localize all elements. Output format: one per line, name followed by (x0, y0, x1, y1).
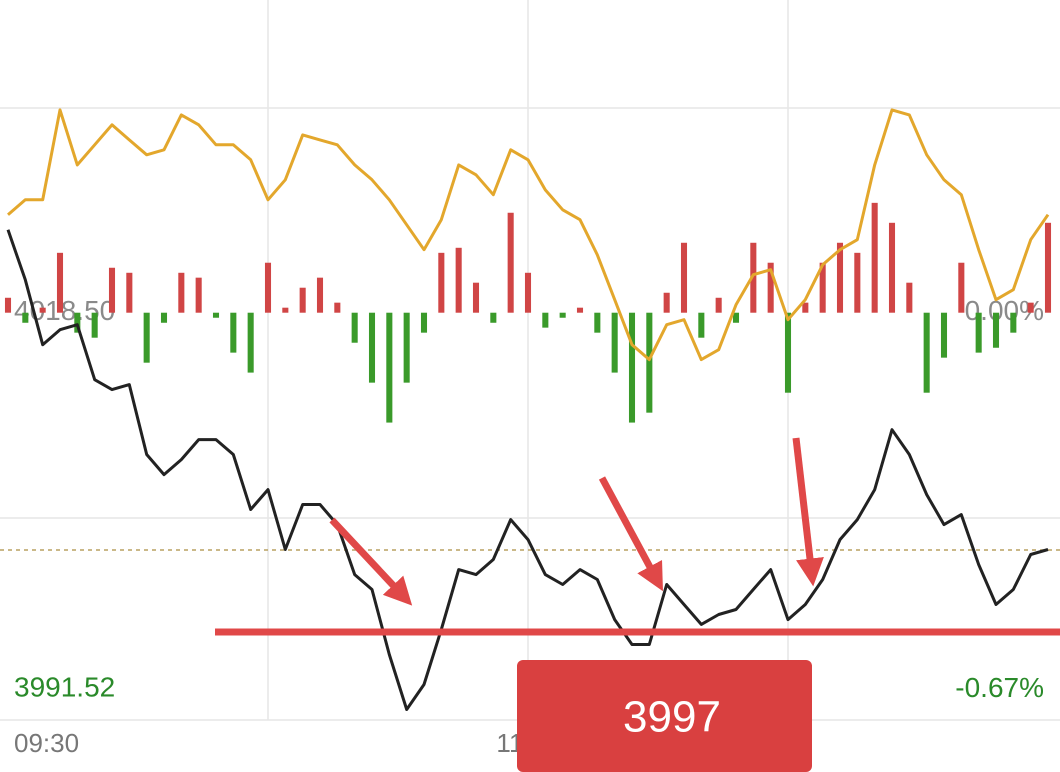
arrow (329, 517, 413, 606)
x-tick-label: 09:30 (14, 728, 79, 758)
bar (386, 312, 393, 423)
bar (160, 312, 168, 323)
bar (750, 242, 757, 313)
bar (316, 277, 324, 313)
bar (975, 312, 982, 353)
bar (74, 312, 81, 333)
bar (646, 312, 653, 413)
bar (91, 312, 98, 338)
y-tick-label: 3991.52 (14, 672, 115, 703)
bar (958, 262, 965, 313)
bar (559, 312, 566, 318)
bar (854, 252, 861, 313)
bar (143, 312, 150, 363)
price-line (6, 229, 1049, 711)
price-line (7, 108, 1050, 362)
bar (230, 312, 237, 353)
bar (334, 302, 341, 313)
bar (420, 312, 428, 333)
bar (247, 312, 254, 373)
bar (1044, 222, 1052, 313)
bar (576, 307, 584, 313)
bar (1027, 302, 1034, 313)
bar (490, 312, 497, 323)
bar (680, 242, 688, 313)
bar (663, 292, 670, 313)
bar (282, 307, 289, 313)
bar (542, 312, 549, 328)
bar (264, 262, 272, 313)
bar (455, 247, 462, 313)
bar (1010, 312, 1017, 333)
bar (108, 267, 116, 313)
bar (507, 212, 514, 313)
bar (628, 312, 636, 423)
bar (212, 312, 220, 318)
bar (802, 302, 809, 313)
y2-tick-label: -0.67% (955, 672, 1044, 703)
bar (299, 287, 306, 313)
bar (126, 272, 133, 313)
bar (22, 312, 29, 323)
bar (403, 312, 410, 383)
bar (178, 272, 185, 313)
bar (923, 312, 930, 393)
bar (524, 272, 532, 313)
bar (715, 297, 722, 313)
bar (906, 282, 913, 313)
arrow (792, 437, 824, 587)
bar (784, 312, 792, 393)
bar (368, 312, 376, 383)
bar (819, 262, 826, 313)
bar (698, 312, 705, 338)
bar (195, 277, 202, 313)
bar (56, 252, 64, 313)
bar (438, 252, 445, 313)
bar (594, 312, 601, 333)
bar (472, 282, 480, 313)
bar (4, 297, 12, 313)
bar (767, 262, 774, 313)
bar (871, 202, 878, 313)
bar (992, 312, 1000, 348)
bar (836, 242, 844, 313)
annotation-label: 3997 (623, 693, 721, 742)
bar (940, 312, 948, 358)
bar (351, 312, 358, 343)
bar (732, 312, 740, 323)
bar (888, 222, 896, 313)
bar (39, 307, 46, 313)
arrow (598, 476, 663, 592)
annotation-box (517, 660, 812, 772)
bar (611, 312, 618, 373)
